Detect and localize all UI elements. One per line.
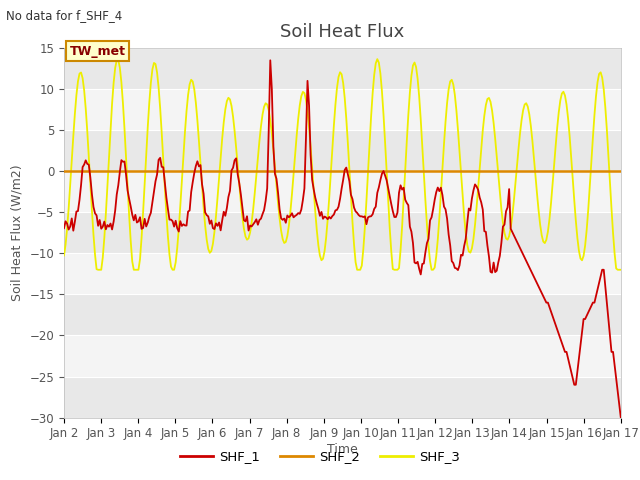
Bar — [64, 294, 621, 336]
Text: TW_met: TW_met — [70, 45, 125, 58]
Legend: SHF_1, SHF_2, SHF_3: SHF_1, SHF_2, SHF_3 — [174, 445, 466, 468]
Bar — [64, 336, 621, 376]
Bar — [64, 376, 621, 418]
Bar — [64, 253, 621, 294]
Bar — [64, 212, 621, 253]
Text: No data for f_SHF_4: No data for f_SHF_4 — [6, 9, 123, 22]
Bar — [64, 89, 621, 130]
Bar — [64, 48, 621, 89]
Bar — [64, 171, 621, 212]
Bar — [64, 130, 621, 171]
Y-axis label: Soil Heat Flux (W/m2): Soil Heat Flux (W/m2) — [11, 165, 24, 301]
X-axis label: Time: Time — [327, 443, 358, 456]
Title: Soil Heat Flux: Soil Heat Flux — [280, 23, 404, 41]
